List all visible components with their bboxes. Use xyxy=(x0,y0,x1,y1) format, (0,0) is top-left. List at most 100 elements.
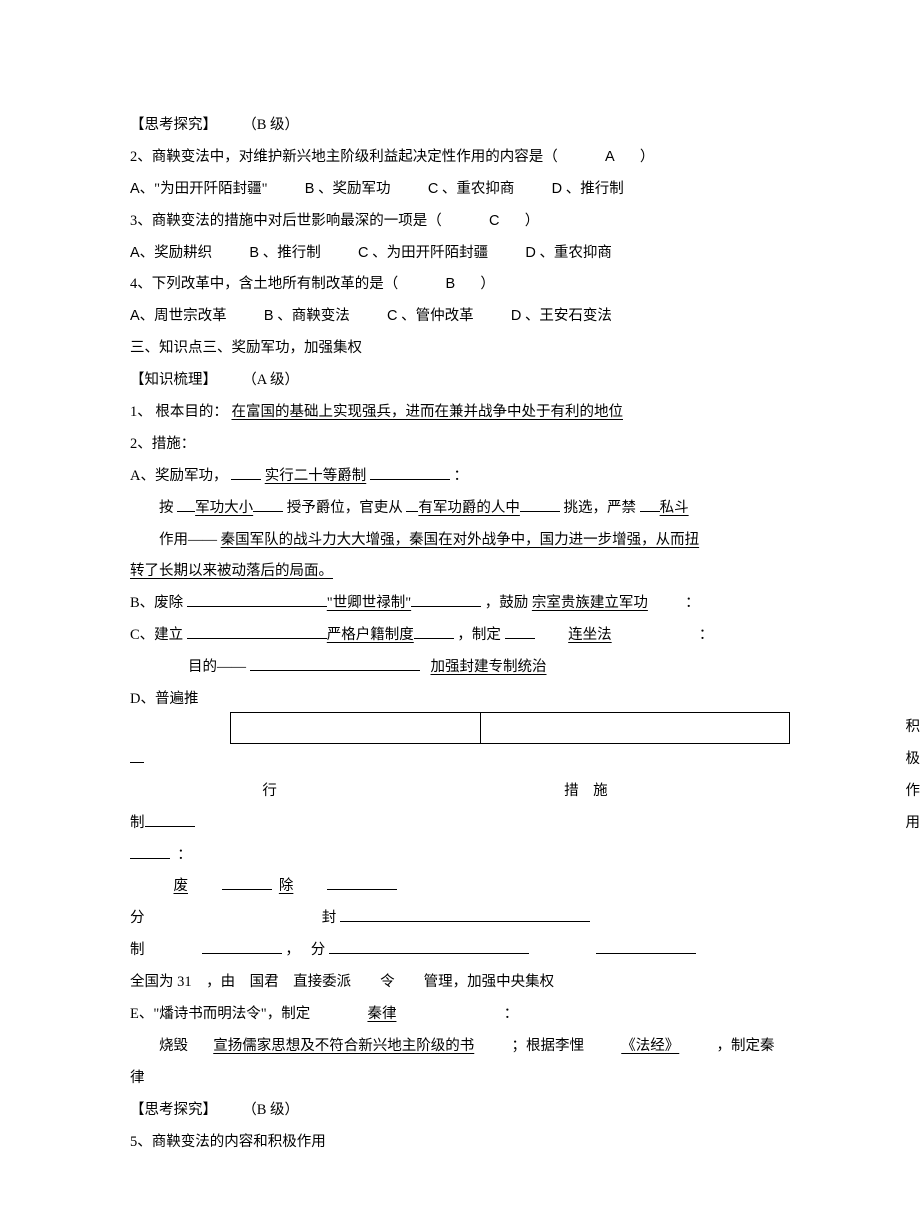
q2-close: ） xyxy=(640,149,655,165)
q2-opt-c-label: C xyxy=(428,181,438,197)
q3-opt-d-label: D xyxy=(525,245,535,261)
question-3-stem: 3、商鞅变法的措施中对后世影响最深的一项是（ C ） xyxy=(130,206,800,238)
q2-opt-b-label: B xyxy=(305,181,315,197)
q3-close: ） xyxy=(525,213,540,229)
point-2: 2、措施： xyxy=(130,429,800,461)
q2-answer: A xyxy=(605,149,615,165)
section-title: 【思考探究】 xyxy=(130,117,217,133)
measure-a-answer: 实行二十等爵制 xyxy=(265,468,367,484)
measure-a-detail: 按 军功大小 授予爵位，官吏从 有军功爵的人中 挑选，严禁 私斗 xyxy=(130,493,800,525)
question-5: 5、商鞅变法的内容和积极作用 xyxy=(130,1127,800,1159)
q2-opt-a-label: A xyxy=(130,181,140,197)
knowledge-level: （A 级） xyxy=(242,372,299,388)
q2-text: 2、商鞅变法中，对维护新兴地主阶级利益起决定性作用的内容是（ xyxy=(130,149,558,165)
q3-opt-d: 、重农抑商 xyxy=(539,245,612,261)
section-3-heading: 三、知识点三、奖励军功，加强集权 xyxy=(130,333,800,365)
cs-text: 措 施 xyxy=(564,783,608,799)
point-1-answer: 在富国的基础上实现强兵，进而在兼并战争中处于有利的地位 xyxy=(232,404,624,420)
q3-opt-c-label: C xyxy=(358,245,368,261)
me2-u2: 《法经》 xyxy=(621,1038,679,1054)
q2-opt-c: 、重农抑商 xyxy=(442,181,515,197)
ma-eu1: 秦国军队的战斗力大大增强，秦国在对外战争中，国力进一步增强，从而扭 xyxy=(221,532,700,548)
ma-d1: 按 xyxy=(159,500,174,516)
ma-u3: 私斗 xyxy=(660,500,689,516)
table-cell xyxy=(231,712,481,743)
section-heading-2: 【思考探究】 （B 级） xyxy=(130,1095,800,1127)
q3-opt-a: 、奖励耕织 xyxy=(140,245,213,261)
mb-colon: ： xyxy=(685,595,700,611)
measures-table xyxy=(230,712,790,744)
mb-t2: ，鼓励 xyxy=(485,595,529,611)
q2-opt-b: 、奖励军功 xyxy=(318,181,391,197)
worksheet-page: 【思考探究】 （B 级） 2、商鞅变法中，对维护新兴地主阶级利益起决定性作用的内… xyxy=(0,0,920,1219)
question-2-options: A、"为田开阡陌封疆" B 、奖励军功 C 、重农抑商 D 、推行制 xyxy=(130,174,800,206)
q4-opt-b-label: B xyxy=(264,308,274,324)
md-chu: 除 xyxy=(279,878,294,894)
mc-t2: ，制定 xyxy=(457,627,501,643)
mc-u1: 严格户籍制度 xyxy=(327,627,414,643)
measure-e: E、"燔诗书而明法令"，制定 秦律 ： xyxy=(130,999,800,1031)
md-fen2: 分 xyxy=(311,942,326,958)
md-label: D、普遍推 xyxy=(130,691,198,707)
q3-opt-b-label: B xyxy=(249,245,259,261)
rc-2: 极 xyxy=(906,744,920,776)
rc-1: 积 xyxy=(906,712,920,744)
me-colon: ： xyxy=(504,1006,519,1022)
measure-e-detail-2: 律 xyxy=(130,1063,800,1095)
measure-a: A、奖励军功， 实行二十等爵制 ： xyxy=(130,461,800,493)
measure-e-detail: 烧毁 宣扬儒家思想及不符合新兴地主阶级的书 ；根据李悝 《法经》 ，制定秦 xyxy=(130,1031,800,1063)
question-2-stem: 2、商鞅变法中，对维护新兴地主阶级利益起决定性作用的内容是（ A ） xyxy=(130,142,800,174)
md-comma: ， xyxy=(285,942,300,958)
me-u: 秦律 xyxy=(367,1006,396,1022)
measure-d-line9: 全国为 31 ，由 国君 直接委派 令 管理，加强中央集权 xyxy=(130,967,800,999)
q4-opt-c-label: C xyxy=(387,308,397,324)
mc2-label: 目的—— xyxy=(188,659,246,675)
me2-a: 烧毁 xyxy=(159,1038,188,1054)
q3-opt-c: 、为田开阡陌封疆 xyxy=(372,245,488,261)
measure-d-line6: 废 除 xyxy=(130,871,800,903)
q4-text: 4、下列改革中，含土地所有制改革的是（ xyxy=(130,276,398,292)
mb-label: B、废除 xyxy=(130,595,183,611)
measure-d-line2 xyxy=(130,744,800,776)
measure-a-colon: ： xyxy=(453,468,468,484)
q4-opt-d: 、王安石变法 xyxy=(525,308,612,324)
ma-u2: 有军功爵的人中 xyxy=(418,500,520,516)
sh2-level: （B 级） xyxy=(242,1102,299,1118)
mc-u2: 连坐法 xyxy=(568,627,612,643)
question-4-options: A、周世宗改革 B 、商鞅变法 C 、管仲改革 D 、王安石变法 xyxy=(130,301,800,333)
measure-a-effect: 作用—— 秦国军队的战斗力大大增强，秦国在对外战争中，国力进一步增强，从而扭 xyxy=(130,525,800,557)
mc-colon: ： xyxy=(699,627,714,643)
sh2-title: 【思考探究】 xyxy=(130,1102,217,1118)
section-heading: 【思考探究】 （B 级） xyxy=(130,110,800,142)
point-1: 1、 根本目的： 在富国的基础上实现强兵，进而在兼并战争中处于有利的地位 xyxy=(130,397,800,429)
q4-opt-c: 、管仲改革 xyxy=(401,308,474,324)
section-level: （B 级） xyxy=(242,117,299,133)
measure-a-label: A、奖励军功， xyxy=(130,468,227,484)
q4-opt-a: 、周世宗改革 xyxy=(140,308,227,324)
ma-e1: 作用—— xyxy=(159,532,217,548)
mb-u2: 宗室贵族建立军功 xyxy=(532,595,648,611)
measure-d-line8: 制 ， 分 xyxy=(130,935,800,967)
me2-b: ；根据李悝 xyxy=(512,1038,585,1054)
table-wrap: 积 极 作 用 xyxy=(130,712,800,744)
q2-opt-d: 、推行制 xyxy=(566,181,624,197)
q3-text: 3、商鞅变法的措施中对后世影响最深的一项是（ xyxy=(130,213,442,229)
md-fen: 分 xyxy=(130,910,145,926)
measure-b: B、废除 "世卿世禄制" ，鼓励 宗室贵族建立军功 ： xyxy=(130,588,800,620)
mc2-u: 加强封建专制统治 xyxy=(431,659,547,675)
ma-u1: 军功大小 xyxy=(195,500,253,516)
right-column: 积 极 作 用 xyxy=(906,712,920,840)
q3-answer: C xyxy=(489,213,499,229)
q4-opt-a-label: A xyxy=(130,308,140,324)
ma-eu2: 转了长期以来被动落后的局面。 xyxy=(130,563,333,579)
q4-answer: B xyxy=(446,276,456,292)
md-feng: 封 xyxy=(322,910,337,926)
q4-close: ） xyxy=(480,276,495,292)
measure-d-line7: 分 封 xyxy=(130,903,800,935)
question-3-options: A、奖励耕织 B 、推行制 C 、为田开阡陌封疆 D 、重农抑商 xyxy=(130,238,800,270)
me2-u1: 宣扬儒家思想及不符合新兴地主阶级的书 xyxy=(213,1038,474,1054)
q2-opt-a: 、"为田开阡陌封疆" xyxy=(140,181,268,197)
measure-a-effect-2: 转了长期以来被动落后的局面。 xyxy=(130,556,800,588)
md-colon: ： xyxy=(177,847,192,863)
me2-c: ，制定秦 xyxy=(717,1038,775,1054)
